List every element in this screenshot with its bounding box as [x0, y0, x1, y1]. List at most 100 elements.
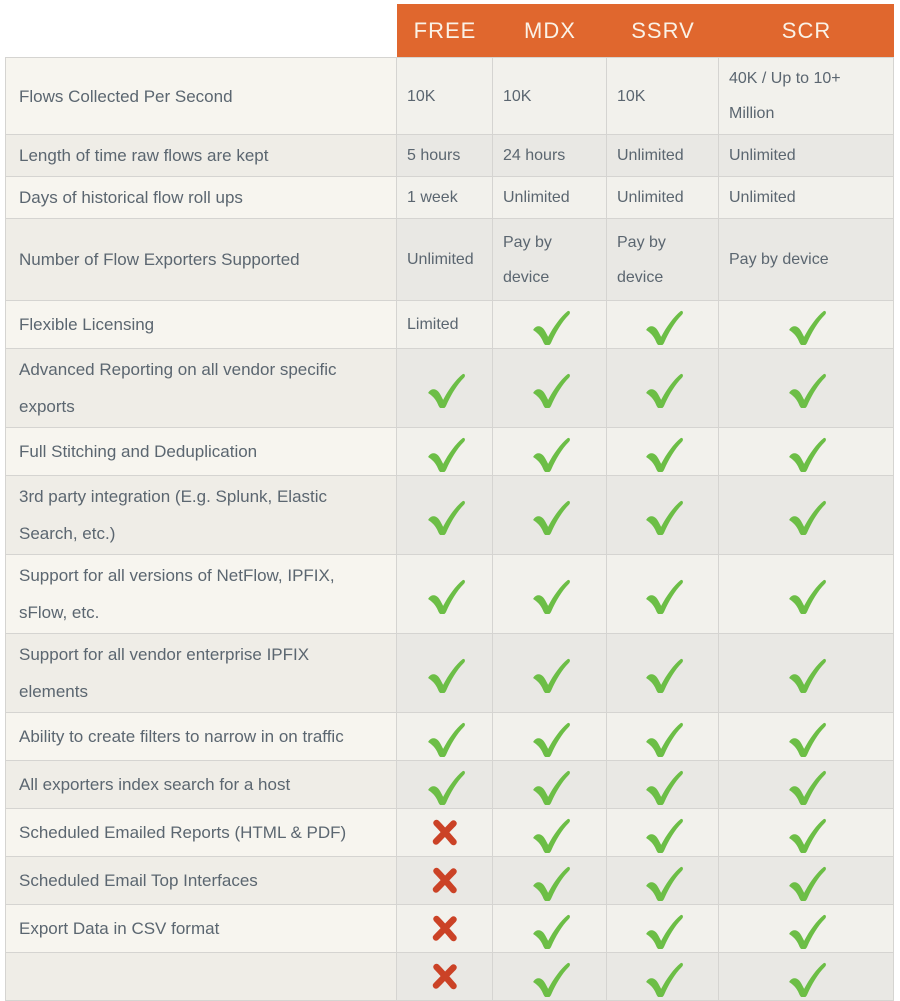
cell-value: [397, 713, 493, 761]
check-icon: [427, 579, 465, 615]
check-icon: [532, 310, 570, 346]
check-icon: [789, 914, 826, 950]
feature-label: [5, 953, 397, 1001]
feature-label: Support for all vendor enterprise IPFIX …: [5, 634, 397, 713]
check-icon: [789, 437, 826, 473]
feature-label: Number of Flow Exporters Supported: [5, 219, 397, 301]
check-icon: [789, 373, 826, 409]
check-icon: [427, 770, 465, 806]
column-header-scr: SCR: [719, 4, 894, 57]
cell-value: [719, 555, 894, 634]
cell-value: [607, 555, 719, 634]
feature-label: Length of time raw flows are kept: [5, 135, 397, 177]
cell-value: [493, 634, 607, 713]
table-row: Ability to create filters to narrow in o…: [5, 713, 894, 761]
check-icon: [645, 722, 683, 758]
check-icon: [532, 866, 570, 902]
cell-value: [607, 476, 719, 555]
header-spacer: [5, 4, 397, 57]
header-row: FREE MDX SSRV SCR: [5, 4, 894, 57]
feature-label: Support for all versions of NetFlow, IPF…: [5, 555, 397, 634]
cell-value: [493, 905, 607, 953]
cell-value: Unlimited: [397, 219, 493, 301]
check-icon: [532, 373, 570, 409]
cell-value: [719, 476, 894, 555]
cell-value: [397, 953, 493, 1001]
cell-value: 40K / Up to 10+ Million: [719, 57, 894, 135]
cross-icon: [429, 911, 461, 946]
check-icon: [789, 770, 826, 806]
cell-value: [607, 905, 719, 953]
feature-label: Full Stitching and Deduplication: [5, 428, 397, 476]
table-row: Support for all vendor enterprise IPFIX …: [5, 634, 894, 713]
check-icon: [645, 579, 683, 615]
cell-value: Unlimited: [719, 177, 894, 219]
check-icon: [532, 818, 570, 854]
cell-value: [493, 301, 607, 349]
check-icon: [645, 658, 683, 694]
check-icon: [789, 658, 826, 694]
check-icon: [789, 579, 826, 615]
table-row: Length of time raw flows are kept 5 hour…: [5, 135, 894, 177]
cell-value: Unlimited: [607, 177, 719, 219]
check-icon: [427, 722, 465, 758]
table-row: Support for all versions of NetFlow, IPF…: [5, 555, 894, 634]
cell-value: [607, 953, 719, 1001]
check-icon: [532, 658, 570, 694]
table-row: Full Stitching and Deduplication: [5, 428, 894, 476]
check-icon: [789, 962, 826, 998]
cell-value: Unlimited: [719, 135, 894, 177]
check-icon: [645, 373, 683, 409]
feature-label: Advanced Reporting on all vendor specifi…: [5, 349, 397, 428]
check-icon: [789, 866, 826, 902]
check-icon: [789, 500, 826, 536]
check-icon: [427, 658, 465, 694]
cell-value: [719, 301, 894, 349]
cell-value: [493, 857, 607, 905]
check-icon: [645, 818, 683, 854]
table-row: Export Data in CSV format: [5, 905, 894, 953]
feature-label: Flexible Licensing: [5, 301, 397, 349]
feature-label: Export Data in CSV format: [5, 905, 397, 953]
cell-value: [493, 555, 607, 634]
cell-value: 10K: [607, 57, 719, 135]
cell-value: 10K: [493, 57, 607, 135]
cross-icon: [429, 863, 461, 898]
cell-value: [397, 857, 493, 905]
check-icon: [532, 500, 570, 536]
check-icon: [532, 914, 570, 950]
table-row: Flexible Licensing Limited: [5, 301, 894, 349]
check-icon: [427, 373, 465, 409]
check-icon: [789, 310, 826, 346]
cell-value: [493, 953, 607, 1001]
cell-value: [719, 761, 894, 809]
cell-value: [719, 349, 894, 428]
cell-value: [493, 809, 607, 857]
check-icon: [427, 500, 465, 536]
cell-value: [607, 809, 719, 857]
cell-value: [397, 349, 493, 428]
cell-value: [719, 953, 894, 1001]
feature-label: Days of historical flow roll ups: [5, 177, 397, 219]
feature-label: Scheduled Email Top Interfaces: [5, 857, 397, 905]
cell-value: [397, 634, 493, 713]
cell-value: [607, 761, 719, 809]
cell-value: [719, 428, 894, 476]
cell-value: Limited: [397, 301, 493, 349]
check-icon: [645, 500, 683, 536]
cross-icon: [429, 959, 461, 994]
cell-value: [607, 428, 719, 476]
cell-value: Unlimited: [493, 177, 607, 219]
cross-icon: [429, 815, 461, 850]
cell-value: [397, 555, 493, 634]
check-icon: [645, 770, 683, 806]
table-row: Advanced Reporting on all vendor specifi…: [5, 349, 894, 428]
feature-label: 3rd party integration (E.g. Splunk, Elas…: [5, 476, 397, 555]
feature-label: All exporters index search for a host: [5, 761, 397, 809]
cell-value: Pay by device: [493, 219, 607, 301]
cell-value: [493, 761, 607, 809]
cell-value: [493, 349, 607, 428]
check-icon: [645, 914, 683, 950]
cell-value: [493, 428, 607, 476]
check-icon: [645, 310, 683, 346]
